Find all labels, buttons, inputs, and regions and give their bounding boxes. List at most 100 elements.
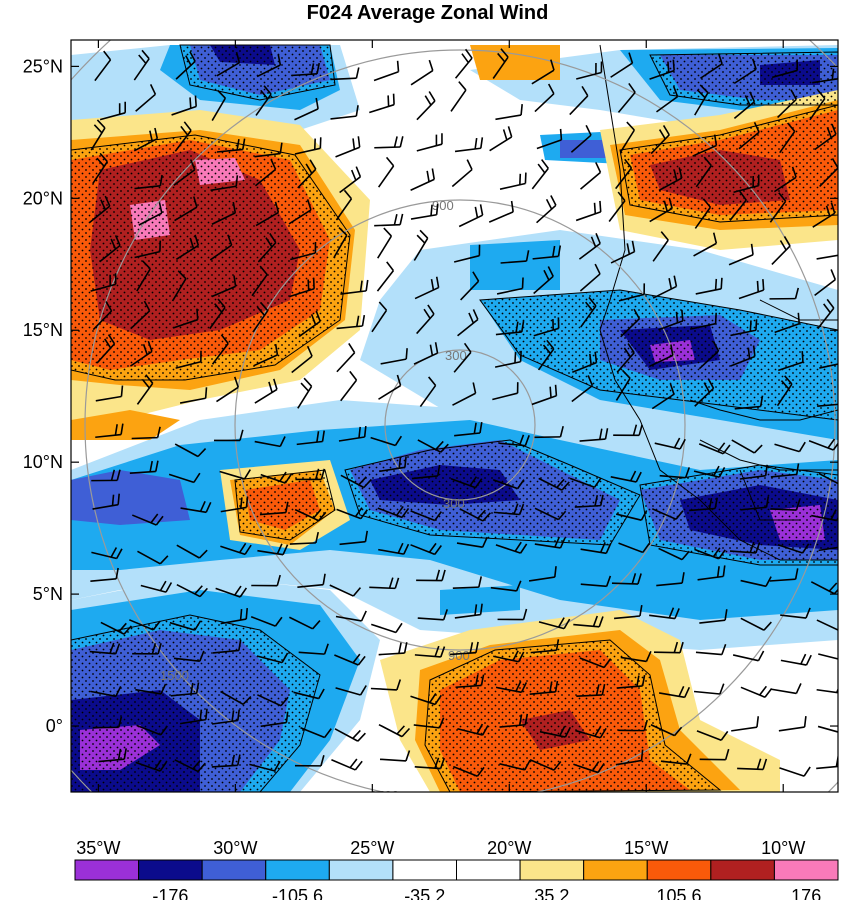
wind-barb (176, 584, 208, 598)
wind-barb (297, 573, 326, 588)
wind-barb (373, 60, 400, 82)
wind-barb (457, 723, 489, 736)
wind-barb (340, 370, 358, 402)
wind-barb (615, 749, 644, 766)
wind-barb (331, 758, 363, 771)
wind-barb (615, 369, 631, 401)
wind-barb (454, 137, 484, 153)
wind-barb (335, 136, 361, 158)
wind-barb (297, 159, 317, 189)
wind-barb (369, 93, 395, 114)
wind-barb (608, 191, 626, 222)
wind-barb (575, 726, 607, 739)
wind-barb (495, 681, 528, 694)
wind-barb (652, 275, 678, 299)
wind-barb (769, 192, 787, 223)
wind-barb (579, 263, 601, 292)
wind-barb (211, 334, 229, 365)
wind-barb (378, 542, 410, 555)
wind-barb (211, 275, 237, 298)
wind-barb (529, 759, 562, 771)
wind-barb (779, 122, 796, 154)
wind-barb (330, 105, 359, 120)
wind-barb (615, 510, 648, 521)
wind-barb (250, 615, 283, 627)
wind-barb (136, 724, 168, 736)
colorbar-swatch (201, 859, 267, 881)
wind-barb (380, 348, 408, 365)
wind-barb (616, 343, 635, 373)
wind-barb (294, 137, 322, 155)
wind-barb (298, 643, 329, 655)
wind-barb (414, 276, 440, 300)
wind-barb (216, 376, 239, 403)
wind-barb (212, 639, 242, 654)
wind-barb (413, 717, 445, 729)
wind-barb (411, 464, 441, 480)
wind-barb (179, 387, 208, 404)
wind-barb (689, 497, 719, 512)
wind-barb (179, 708, 208, 725)
lat-tick-label: 5°N (33, 584, 63, 604)
wind-barb (818, 653, 838, 660)
wind-barb (689, 312, 717, 330)
wind-barb (290, 241, 317, 261)
wind-barb (658, 547, 690, 561)
wind-barb (771, 236, 791, 266)
wind-barb (452, 576, 483, 589)
wind-barb (335, 610, 367, 622)
wind-barb (291, 345, 313, 374)
wind-barb (817, 403, 838, 408)
wind-barb (573, 615, 604, 628)
wind-barb (769, 568, 799, 582)
wind-barb (536, 128, 563, 150)
colorbar-swatch (710, 859, 775, 881)
ring-label-300: 300 (445, 348, 467, 363)
wind-barb (99, 235, 121, 263)
wind-barb (335, 685, 367, 696)
wind-barb (379, 456, 407, 473)
wind-barb (500, 250, 530, 264)
wind-barb (699, 609, 728, 624)
wind-barb (252, 301, 269, 333)
wind-barb (175, 234, 200, 260)
wind-barb (257, 543, 289, 556)
wind-barb (413, 229, 429, 261)
wind-barb (819, 158, 838, 188)
wind-barb (414, 645, 446, 658)
wind-barbs (89, 48, 838, 777)
wind-barb (251, 265, 268, 297)
wind-barb (413, 342, 439, 365)
colorbar-swatch (519, 859, 585, 881)
wind-barb (649, 59, 675, 80)
wind-barb (617, 82, 636, 113)
wind-barb (651, 383, 675, 410)
wind-barb (209, 234, 233, 261)
wind-barb (90, 686, 122, 698)
wind-barb (173, 650, 205, 662)
wind-barb (613, 424, 643, 437)
wind-barb (532, 245, 562, 260)
wind-barb (136, 374, 154, 405)
wind-barb (618, 283, 646, 302)
wind-barb (580, 296, 597, 328)
wind-barb (493, 650, 525, 663)
wind-barb (180, 501, 212, 514)
lon-tick-label: 35°W (76, 838, 120, 858)
map-title: F024 Average Zonal Wind (306, 2, 549, 24)
wind-barb (693, 465, 726, 478)
wind-barb (533, 317, 560, 337)
wind-barb (255, 201, 280, 227)
wind-barb (740, 617, 772, 631)
wind-barb (210, 175, 239, 192)
wind-barb (211, 201, 237, 225)
wind-barb (214, 429, 244, 442)
wind-barb (257, 694, 289, 707)
wind-barb (771, 59, 799, 79)
lon-tick-label: 20°W (487, 838, 531, 858)
range-ring-300 (384, 349, 536, 501)
wind-barb (733, 58, 757, 85)
wind-barb (495, 104, 523, 121)
wind-barb (777, 543, 810, 554)
wind-barb (814, 123, 837, 151)
